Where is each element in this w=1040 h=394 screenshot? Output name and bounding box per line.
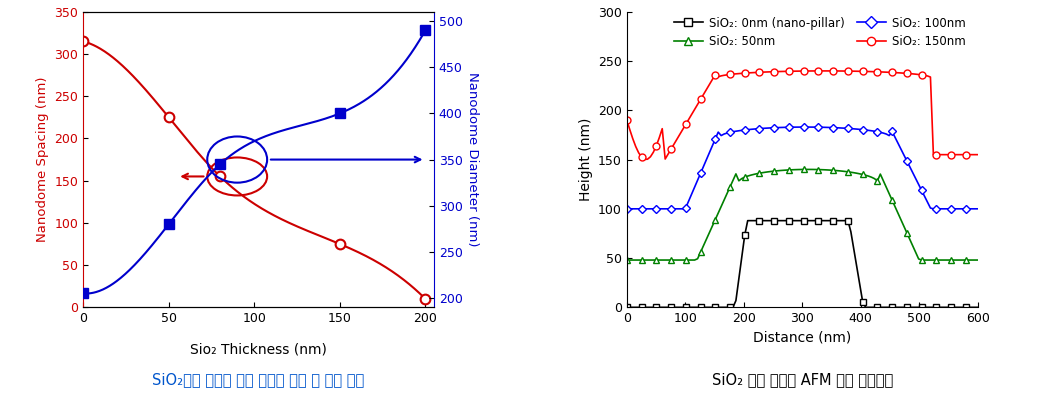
Y-axis label: Nanodome Diameter (nm): Nanodome Diameter (nm) [467, 72, 479, 247]
Y-axis label: Height (nm): Height (nm) [578, 118, 593, 201]
Text: SiO₂ 증착 두게별 AFM 분석 프로파일: SiO₂ 증착 두게별 AFM 분석 프로파일 [711, 372, 893, 387]
Legend: SiO₂: 0nm (nano-pillar), SiO₂: 50nm, SiO₂: 100nm, SiO₂: 150nm: SiO₂: 0nm (nano-pillar), SiO₂: 50nm, SiO… [669, 12, 970, 53]
Y-axis label: Nanodome Spacing (nm): Nanodome Spacing (nm) [36, 77, 49, 242]
Text: SiO₂증착 두께에 따른 나노돔 지름 및 간격 변화: SiO₂증착 두께에 따른 나노돔 지름 및 간격 변화 [153, 372, 365, 387]
Text: Sio₂ Thickness (nm): Sio₂ Thickness (nm) [190, 343, 327, 357]
X-axis label: Distance (nm): Distance (nm) [753, 331, 852, 345]
